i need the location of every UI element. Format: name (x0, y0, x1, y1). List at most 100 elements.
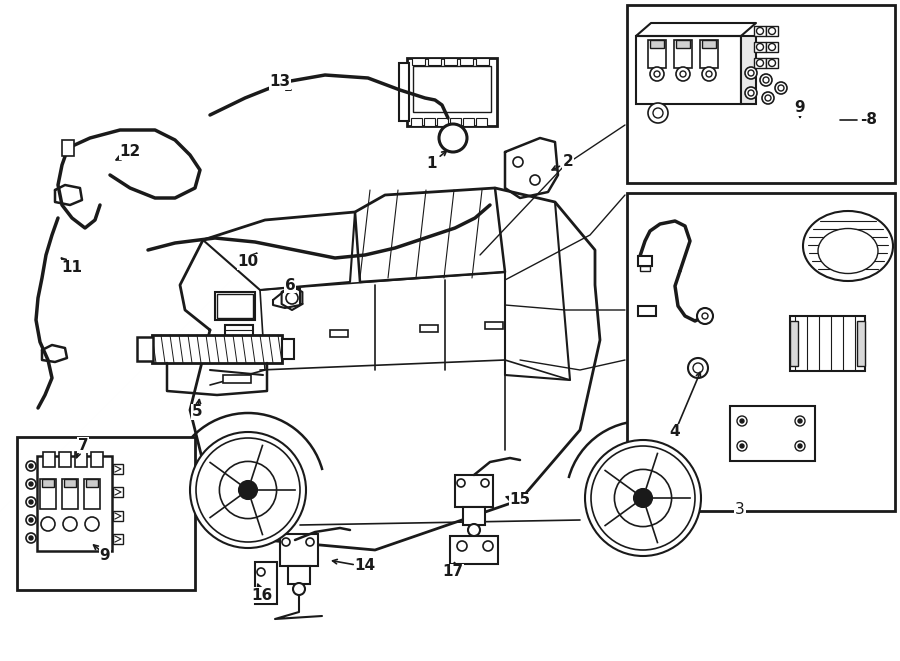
Circle shape (483, 541, 493, 551)
Bar (407, 58, 497, 126)
Circle shape (769, 28, 776, 34)
Text: 16: 16 (251, 588, 273, 602)
Bar (700, 40, 718, 68)
Bar (113, 534, 123, 544)
Circle shape (190, 432, 306, 548)
Circle shape (26, 497, 36, 507)
Text: 15: 15 (509, 492, 531, 508)
Circle shape (676, 67, 690, 81)
Bar (255, 562, 277, 604)
Bar (640, 266, 650, 271)
Bar (420, 325, 438, 332)
Circle shape (745, 67, 757, 79)
Bar (137, 337, 153, 361)
Bar (460, 58, 473, 65)
Bar (330, 330, 348, 337)
Circle shape (513, 157, 523, 167)
Bar (42, 479, 54, 487)
Circle shape (795, 441, 805, 451)
Text: 1: 1 (427, 155, 437, 171)
Text: 11: 11 (61, 260, 83, 276)
Circle shape (737, 441, 747, 451)
Circle shape (737, 416, 747, 426)
Circle shape (41, 517, 55, 531)
Circle shape (29, 500, 33, 504)
Bar (37, 456, 112, 551)
Circle shape (688, 358, 708, 378)
Circle shape (702, 67, 716, 81)
Circle shape (702, 313, 708, 319)
Bar (754, 26, 766, 36)
Text: 13: 13 (269, 75, 291, 89)
Circle shape (757, 44, 763, 50)
Circle shape (457, 541, 467, 551)
Bar (766, 58, 778, 68)
Text: 17: 17 (443, 564, 464, 580)
Circle shape (748, 90, 754, 96)
Bar (223, 375, 251, 383)
Bar (790, 321, 798, 366)
Text: 12: 12 (120, 145, 140, 159)
Bar (62, 140, 74, 156)
Circle shape (26, 479, 36, 489)
Circle shape (634, 488, 652, 508)
Bar (62, 479, 78, 509)
Bar (412, 58, 425, 65)
Bar (215, 292, 255, 320)
Circle shape (26, 461, 36, 471)
Bar (75, 452, 87, 467)
Bar (730, 406, 815, 461)
Circle shape (740, 419, 744, 423)
Bar (455, 475, 493, 507)
Bar (676, 40, 690, 48)
Circle shape (757, 59, 763, 67)
Circle shape (238, 481, 257, 499)
Text: -8: -8 (860, 112, 877, 128)
Bar (766, 42, 778, 52)
Bar (790, 316, 865, 371)
Text: 10: 10 (238, 254, 258, 270)
Bar (476, 58, 489, 65)
Bar (437, 118, 448, 126)
Circle shape (257, 568, 265, 576)
Bar (857, 321, 865, 366)
Text: 9: 9 (100, 547, 111, 563)
Circle shape (745, 87, 757, 99)
Circle shape (481, 479, 489, 487)
Text: 5: 5 (192, 405, 202, 420)
Text: 3: 3 (735, 502, 745, 518)
Circle shape (530, 175, 540, 185)
Circle shape (591, 446, 695, 550)
Bar (59, 452, 71, 467)
Bar (17, 437, 195, 590)
Bar (40, 479, 56, 509)
Bar (428, 58, 441, 65)
Bar (84, 479, 100, 509)
Bar (86, 479, 98, 487)
Circle shape (762, 92, 774, 104)
Circle shape (769, 44, 776, 50)
Bar (638, 306, 656, 316)
Circle shape (795, 416, 805, 426)
Bar (43, 452, 55, 467)
Bar (702, 40, 716, 48)
Bar (280, 534, 318, 566)
Circle shape (306, 538, 314, 546)
Circle shape (457, 479, 465, 487)
Bar (741, 36, 756, 104)
Circle shape (653, 108, 663, 118)
Bar (476, 118, 487, 126)
Circle shape (763, 77, 769, 83)
Circle shape (740, 444, 744, 448)
Bar (411, 118, 422, 126)
Bar (113, 487, 123, 497)
Bar (638, 256, 652, 266)
Circle shape (196, 438, 300, 542)
Circle shape (697, 308, 713, 324)
Circle shape (63, 517, 77, 531)
Bar (648, 40, 666, 68)
Circle shape (680, 71, 686, 77)
Circle shape (650, 67, 664, 81)
Bar (463, 118, 474, 126)
Text: 6: 6 (284, 278, 295, 293)
